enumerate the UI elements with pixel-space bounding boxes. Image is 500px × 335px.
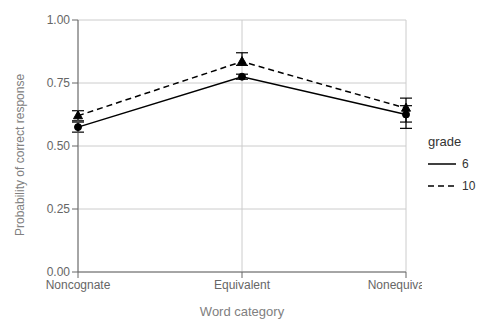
svg-text:Equivalent: Equivalent [214,278,271,292]
svg-text:Noncognate: Noncognate [46,278,111,292]
html-text:grade: grade [428,133,462,149]
svg-text:Nonequivalent: Nonequivalent [368,278,422,292]
svg-text:Probability of correct respons: Probability of correct response [13,74,27,236]
svg-text:0.25: 0.25 [47,202,71,216]
svg-text:0.75: 0.75 [47,76,71,90]
html-text:10: 10 [462,178,476,193]
svg-text:1.00: 1.00 [47,13,71,27]
svg-text:0.50: 0.50 [47,139,71,153]
html-text:6: 6 [462,156,469,171]
svg-text:Word category: Word category [200,304,285,319]
svg-text:0.00: 0.00 [47,265,71,279]
